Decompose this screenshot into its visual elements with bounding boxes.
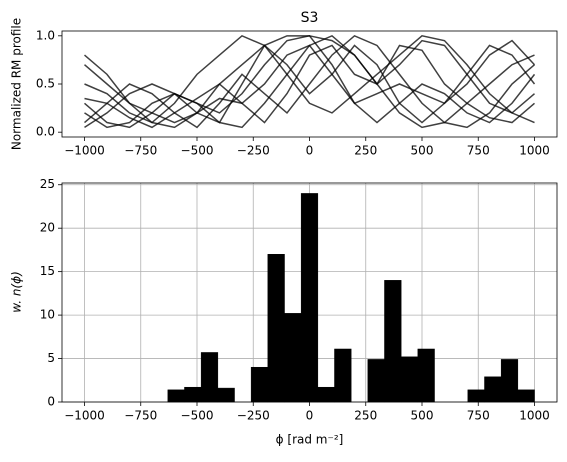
x-axis-label: ϕ [rad m⁻²]	[276, 433, 344, 447]
y-tick-label: 1.0	[36, 28, 55, 42]
x-tick-label: 500	[411, 409, 434, 423]
histogram-bar	[384, 280, 402, 403]
x-tick-label: −500	[181, 144, 214, 158]
histogram-bar	[484, 376, 502, 403]
x-tick-label: −500	[181, 409, 214, 423]
histogram-bar	[500, 359, 519, 403]
histogram-bar	[267, 254, 285, 403]
histogram-bar	[517, 389, 535, 403]
chart-title: S3	[301, 10, 319, 26]
x-tick-label: −750	[124, 144, 157, 158]
profile-line	[84, 34, 535, 124]
x-tick-label: −1000	[64, 144, 105, 158]
x-tick-label: 1000	[519, 144, 550, 158]
y-tick-label: 25	[40, 177, 55, 191]
histogram-bar	[417, 348, 435, 403]
x-tick-label: 750	[467, 144, 490, 158]
y-tick-label: 0.5	[36, 77, 55, 91]
profile-line	[84, 34, 536, 129]
y-tick-label: 10	[40, 308, 55, 322]
y-tick-label: 5	[47, 351, 55, 365]
histogram-bar	[300, 193, 319, 403]
y-axis-label: w. n(ϕ)	[10, 271, 24, 313]
axes-frame	[61, 182, 558, 403]
histogram-bar	[467, 389, 485, 403]
x-tick-label: −250	[237, 409, 270, 423]
histogram-bar	[184, 386, 202, 403]
histogram-bar	[334, 348, 352, 403]
histogram-bar	[400, 356, 419, 403]
histogram-bar	[367, 359, 385, 403]
histogram-bar	[217, 387, 235, 403]
x-tick-label: −1000	[64, 409, 105, 423]
x-tick-label: 750	[467, 409, 490, 423]
histogram-bar	[284, 313, 302, 403]
y-tick-label: 20	[40, 221, 55, 235]
y-tick-label: 0	[47, 395, 55, 409]
y-tick-label: 15	[40, 264, 55, 278]
histogram-bar	[317, 386, 335, 403]
profile-line	[84, 44, 536, 128]
histogram-bar	[200, 352, 219, 403]
x-tick-label: −750	[124, 409, 157, 423]
x-tick-label: 250	[354, 144, 377, 158]
axes-frame	[61, 30, 558, 138]
y-axis-label: Normalized RM profile	[10, 18, 24, 150]
x-tick-label: 250	[354, 409, 377, 423]
histogram-bar	[167, 389, 185, 403]
profile-line	[84, 39, 536, 124]
x-tick-label: 0	[306, 409, 314, 423]
x-tick-label: 500	[411, 144, 434, 158]
x-tick-label: 1000	[519, 409, 550, 423]
x-tick-label: −250	[237, 144, 270, 158]
y-tick-label: 0.0	[36, 125, 55, 139]
x-tick-label: 0	[306, 144, 314, 158]
profile-line	[84, 44, 535, 129]
histogram-bar	[250, 366, 269, 403]
